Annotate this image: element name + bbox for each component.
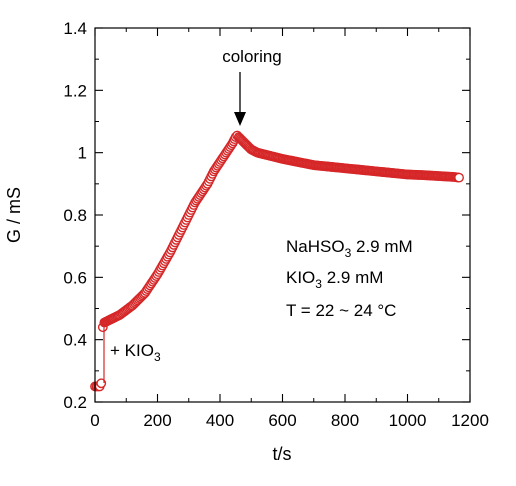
condition-kio3-prefix: KIO — [286, 268, 315, 287]
y-tick-label: 0.2 — [63, 393, 87, 412]
x-tick-label: 0 — [90, 411, 99, 430]
kio3-addition-text: + KIO — [110, 341, 154, 360]
condition-kio3-suffix: 2.9 mM — [322, 268, 383, 287]
coloring-annotation: coloring — [222, 47, 282, 66]
x-axis-label: t/s — [272, 444, 291, 464]
x-tick-label: 600 — [268, 411, 296, 430]
condition-nahso3-prefix: NaHSO — [286, 237, 345, 256]
plot-frame — [94, 27, 471, 403]
condition-temperature: T = 22 ~ 24 °C — [286, 301, 396, 320]
y-tick-label: 1.4 — [63, 19, 87, 38]
x-tick-label: 200 — [143, 411, 171, 430]
condition-nahso3: NaHSO3 2.9 mM — [286, 237, 413, 260]
condition-kio3-subscript: 3 — [315, 277, 322, 291]
x-tick-label: 400 — [206, 411, 234, 430]
y-tick-label: 1.2 — [63, 81, 87, 100]
x-tick-label: 800 — [331, 411, 359, 430]
y-axis-ticks: 0.2 0.4 0.6 0.8 1 1.2 1.4 — [63, 19, 470, 412]
x-axis-ticks: 0 200 400 600 800 1000 1200 — [90, 28, 489, 430]
y-tick-label: 0.6 — [63, 268, 87, 287]
x-tick-label: 1000 — [389, 411, 427, 430]
plot-marks — [90, 130, 464, 392]
y-tick-label: 1 — [78, 144, 87, 163]
kio3-addition-subscript: 3 — [154, 350, 161, 364]
data-point — [454, 172, 464, 183]
x-tick-label: 1200 — [451, 411, 489, 430]
y-tick-label: 0.8 — [63, 206, 87, 225]
condition-nahso3-subscript: 3 — [345, 246, 352, 260]
coloring-arrowhead — [234, 112, 246, 126]
condition-nahso3-suffix: 2.9 mM — [351, 237, 412, 256]
condition-kio3: KIO3 2.9 mM — [286, 268, 383, 291]
kio3-addition-annotation: + KIO3 — [110, 341, 161, 364]
data-point — [96, 378, 107, 389]
y-axis-label: G / mS — [4, 187, 24, 243]
y-tick-label: 0.4 — [63, 331, 87, 350]
